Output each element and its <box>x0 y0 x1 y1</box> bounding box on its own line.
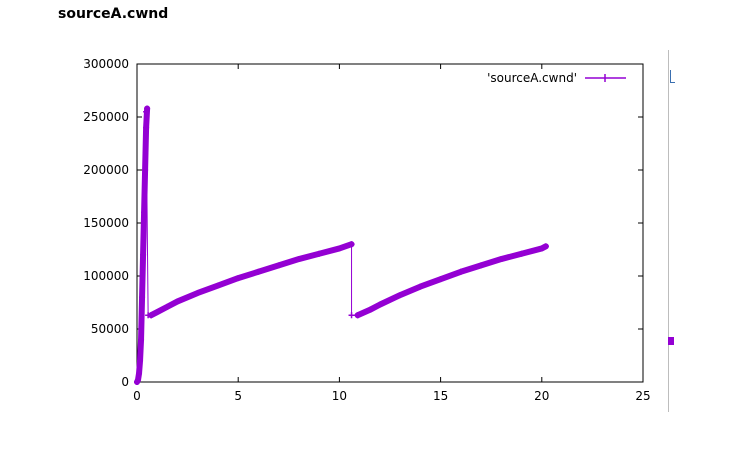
data-point <box>498 256 505 263</box>
data-point <box>417 283 424 290</box>
side-bracket-icon <box>670 70 675 83</box>
data-point <box>235 275 242 282</box>
data-point <box>144 105 151 112</box>
legend: 'sourceA.cwnd' <box>487 71 626 85</box>
plot-frame <box>136 63 644 383</box>
y-tick-label: 50000 <box>91 322 129 336</box>
page-title: sourceA.cwnd <box>58 6 169 22</box>
y-tick-label: 0 <box>121 375 129 389</box>
y-tick-label: 200000 <box>83 163 129 177</box>
data-point <box>164 303 171 310</box>
series-layer <box>134 105 549 385</box>
x-axis: 0 5 10 15 20 25 <box>133 64 651 403</box>
data-point <box>295 256 302 263</box>
data-point <box>316 250 323 257</box>
x-tick-label: 5 <box>234 389 242 403</box>
data-point <box>194 289 201 296</box>
data-point <box>397 292 404 299</box>
series-line-segment <box>148 241 355 319</box>
y-tick-label: 250000 <box>83 110 129 124</box>
data-point <box>174 298 181 305</box>
data-point <box>348 312 355 319</box>
data-point <box>366 306 373 313</box>
data-point <box>139 294 146 301</box>
legend-label: 'sourceA.cwnd' <box>487 71 577 85</box>
x-tick-label: 15 <box>433 389 448 403</box>
x-tick-label: 10 <box>332 389 347 403</box>
data-point <box>457 268 464 275</box>
x-tick-label: 0 <box>133 389 141 403</box>
data-point <box>255 268 262 275</box>
data-point <box>143 108 150 115</box>
data-point <box>140 251 147 258</box>
side-series-marker <box>668 337 674 345</box>
data-point <box>148 312 155 319</box>
data-point <box>437 276 444 283</box>
y-tick-label: 150000 <box>83 216 129 230</box>
y-axis: 0 50000 100000 150000 200000 250000 300000 <box>83 57 643 389</box>
data-point <box>348 241 355 248</box>
data-point <box>136 370 143 377</box>
data-point <box>137 357 144 364</box>
y-tick-label: 300000 <box>83 57 129 71</box>
data-point <box>214 282 221 289</box>
data-point <box>518 250 525 257</box>
data-point <box>141 209 148 216</box>
data-point <box>138 336 145 343</box>
data-point <box>135 376 142 383</box>
y-tick-label: 100000 <box>83 269 129 283</box>
x-tick-label: 20 <box>534 389 549 403</box>
data-point <box>376 301 383 308</box>
series-line-segment <box>351 243 359 316</box>
side-divider <box>668 50 669 412</box>
data-point <box>154 309 161 316</box>
data-point <box>478 262 485 269</box>
series-line-segment <box>134 105 151 385</box>
x-tick-label: 25 <box>635 389 650 403</box>
data-point <box>538 245 545 252</box>
data-point <box>542 243 549 250</box>
data-point <box>275 262 282 269</box>
series-line-segment <box>354 243 549 319</box>
data-point <box>354 312 361 319</box>
data-point <box>336 245 343 252</box>
